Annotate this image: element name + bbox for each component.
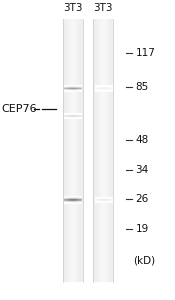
Bar bbox=[81, 19, 82, 282]
Bar bbox=[102, 19, 103, 282]
Bar bbox=[67, 19, 68, 282]
Text: 117: 117 bbox=[136, 48, 156, 58]
Text: CEP76: CEP76 bbox=[2, 104, 37, 115]
Bar bbox=[70, 19, 71, 282]
Text: 34: 34 bbox=[136, 165, 149, 175]
Bar bbox=[109, 19, 110, 282]
Bar bbox=[63, 19, 64, 282]
Bar bbox=[107, 19, 108, 282]
Bar bbox=[93, 19, 94, 282]
Bar bbox=[106, 19, 107, 282]
Bar bbox=[64, 19, 65, 282]
Text: 19: 19 bbox=[136, 224, 149, 234]
Bar bbox=[99, 19, 100, 282]
Bar bbox=[74, 19, 75, 282]
Bar bbox=[82, 19, 83, 282]
Bar bbox=[98, 19, 99, 282]
Bar bbox=[68, 19, 69, 282]
Bar bbox=[65, 19, 66, 282]
Bar bbox=[111, 19, 112, 282]
Bar bbox=[71, 19, 72, 282]
Bar bbox=[110, 19, 111, 282]
Bar bbox=[73, 19, 74, 282]
Bar bbox=[103, 19, 104, 282]
Bar bbox=[80, 19, 81, 282]
Text: 3T3: 3T3 bbox=[63, 3, 82, 14]
Bar bbox=[94, 19, 95, 282]
Bar bbox=[72, 19, 73, 282]
Bar bbox=[77, 19, 78, 282]
Text: 3T3: 3T3 bbox=[93, 3, 113, 14]
Bar bbox=[69, 19, 70, 282]
Text: (kD): (kD) bbox=[133, 256, 155, 266]
Bar bbox=[112, 19, 113, 282]
Text: 48: 48 bbox=[136, 135, 149, 145]
Bar bbox=[100, 19, 101, 282]
Bar bbox=[76, 19, 77, 282]
Bar bbox=[75, 19, 76, 282]
Bar bbox=[97, 19, 98, 282]
Bar bbox=[104, 19, 105, 282]
Text: 26: 26 bbox=[136, 194, 149, 204]
Text: 85: 85 bbox=[136, 82, 149, 92]
Bar bbox=[66, 19, 67, 282]
Bar bbox=[96, 19, 97, 282]
Bar bbox=[95, 19, 96, 282]
Bar bbox=[79, 19, 80, 282]
Bar bbox=[105, 19, 106, 282]
Bar bbox=[101, 19, 102, 282]
Bar bbox=[108, 19, 109, 282]
Bar bbox=[78, 19, 79, 282]
